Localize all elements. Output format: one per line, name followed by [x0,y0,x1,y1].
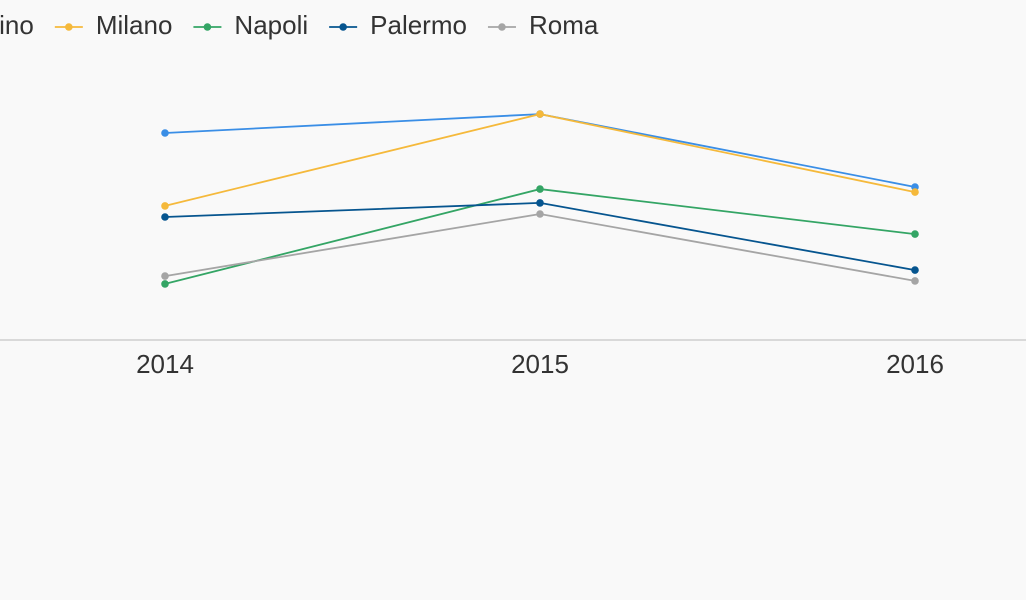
legend-label[interactable]: Palermo [370,10,467,40]
series-line [164,113,916,188]
data-point [911,230,919,238]
data-point [911,188,919,196]
data-point [161,272,169,280]
legend-label[interactable]: Roma [529,10,599,40]
data-point [161,213,169,221]
data-point [911,277,919,285]
legend-marker-dot [339,23,347,31]
series-line [164,213,916,282]
x-tick-label: 2014 [136,349,194,379]
data-point [536,185,544,193]
legend-label[interactable]: Milano [96,10,173,40]
legend-marker-dot [65,23,73,31]
legend-marker-dot [498,23,506,31]
data-point [161,202,169,210]
data-point [536,199,544,207]
data-point [161,129,169,137]
data-point [536,110,544,118]
legend-label[interactable]: Torino [0,10,34,40]
x-tick-label: 2015 [511,349,569,379]
legend-label[interactable]: Napoli [234,10,308,40]
x-tick-label: 2016 [886,349,944,379]
data-point [536,210,544,218]
data-point [911,266,919,274]
data-point [161,280,169,288]
legend-marker-dot [203,23,212,31]
